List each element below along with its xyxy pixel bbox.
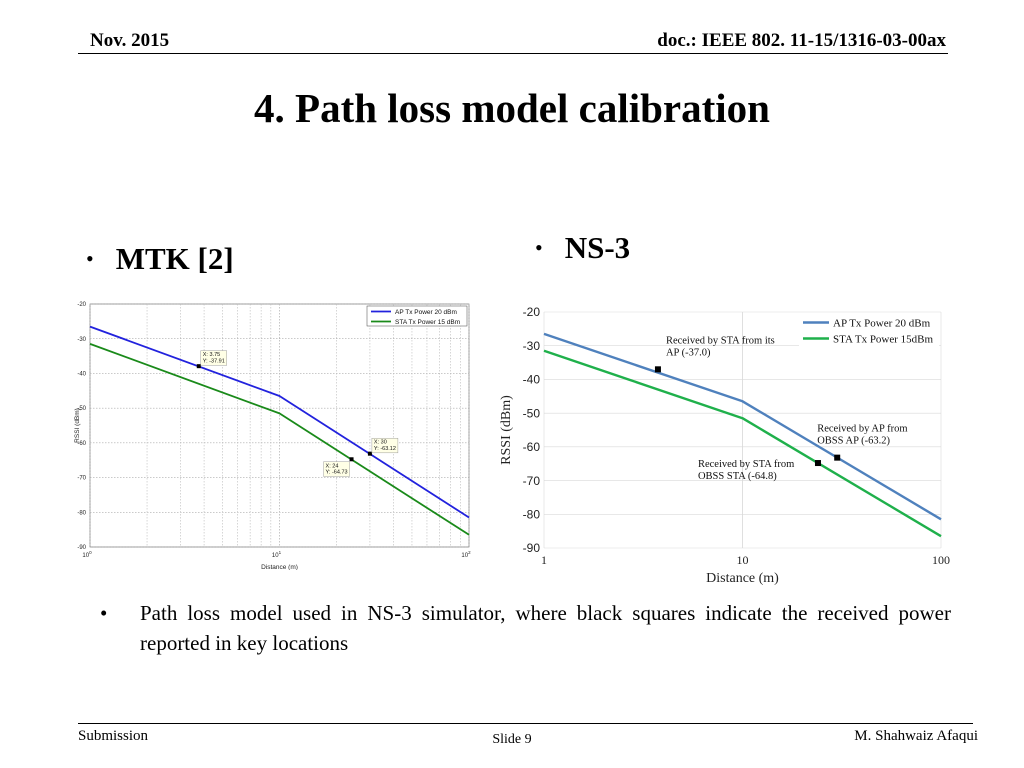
legend-box [799,314,939,346]
annotation-label: Received by AP from [817,424,907,435]
annotation-box [200,350,227,366]
annotation-label: Y: -63.12 [374,446,396,452]
annotation-box [323,461,350,477]
data-marker [654,366,661,373]
legend-label: AP Tx Power 20 dBm [833,317,931,329]
legend-label: STA Tx Power 15dBm [833,333,934,345]
header-date: Nov. 2015 [90,30,170,51]
annotation-label: AP (-37.0) [666,347,711,358]
y-axis-label: RSSI (dBm) [74,408,81,443]
x-tick-label: 102 [461,550,471,559]
annotation-label: X: 30 [374,440,387,446]
annotation-label: Received by STA from [698,459,794,470]
y-tick-label: -70 [77,476,86,482]
x-tick-label: 10 [737,553,749,567]
bullet-dot: • [100,601,108,625]
y-tick-label: -30 [77,337,86,343]
footer-divider [78,723,973,724]
annotation-label: OBSS AP (-63.2) [817,436,890,447]
x-tick-label: 1 [541,553,547,567]
header-divider [78,53,948,54]
x-tick-label: 100 [82,550,92,559]
annotation-label: X: 3.75 [203,352,220,358]
caption-text: Path loss model used in NS-3 simulator, … [140,601,951,655]
data-marker [349,457,354,462]
ns3-chart: -20 -30 -40 -50 -60 -70 -80 -901 10 100 Distance (… [499,305,950,586]
data-marker [834,454,841,461]
annotation-label: X: 24 [326,463,339,469]
y-tick-label: -70 [523,474,541,488]
header-doc-id: doc.: IEEE 802. 11-15/1316-03-00ax [657,30,946,51]
series-line-ap [543,332,942,521]
x-tick-label: 101 [272,550,282,559]
y-tick-label: -50 [523,406,541,420]
legend-label: STA Tx Power 15 dBm [395,319,460,326]
series-line-sta [89,343,470,536]
y-tick-label: -20 [77,302,86,308]
data-marker [814,460,821,467]
x-axis-label: Distance (m) [261,564,298,570]
y-tick-label: -60 [523,440,541,454]
data-marker [196,364,201,369]
legend-box [366,305,468,327]
annotation-box [371,437,399,454]
y-tick-label: -60 [77,441,86,447]
y-tick-label: -80 [77,510,86,516]
caption-bullet: • Path loss model used in NS-3 simulator… [100,598,951,658]
x-tick-label: 100 [932,553,950,567]
y-tick-label: -90 [77,545,86,551]
footer-slide-number: Slide 9 [492,732,532,747]
plot-area [89,303,470,548]
bullet-dot: • [86,246,94,271]
y-tick-label: -20 [523,305,541,319]
legend-label: AP Tx Power 20 dBm [395,309,457,316]
slide-title: 4. Path loss model calibration [254,85,770,131]
y-tick-label: -40 [523,373,541,387]
bullet-ns3: • NS-3 [535,230,630,266]
footer-submission: Submission [78,728,149,744]
y-tick-label: -50 [77,406,86,412]
bullet-mtk-label: MTK [2] [115,241,234,276]
data-marker [367,451,372,456]
annotation-label: Y: -37.91 [203,358,225,364]
y-tick-label: -80 [523,507,541,521]
annotation-label: Y: -64.73 [326,470,348,476]
annotation-label: Received by STA from its [666,335,775,346]
series-line-sta [543,349,942,538]
y-tick-label: -90 [523,541,541,555]
bullet-dot: • [535,235,543,260]
y-axis-label: RSSI (dBm) [499,395,514,465]
bullet-ns3-label: NS-3 [564,230,631,265]
series-line-ap [89,325,470,519]
bullet-mtk: • MTK [2] [86,241,234,277]
y-tick-label: -40 [77,372,86,378]
x-axis-label: Distance (m) [706,571,779,586]
footer-author: M. Shahwaiz Afaqui [854,728,978,744]
annotation-label: OBSS STA (-64.8) [698,471,777,482]
y-tick-label: -30 [523,339,541,353]
